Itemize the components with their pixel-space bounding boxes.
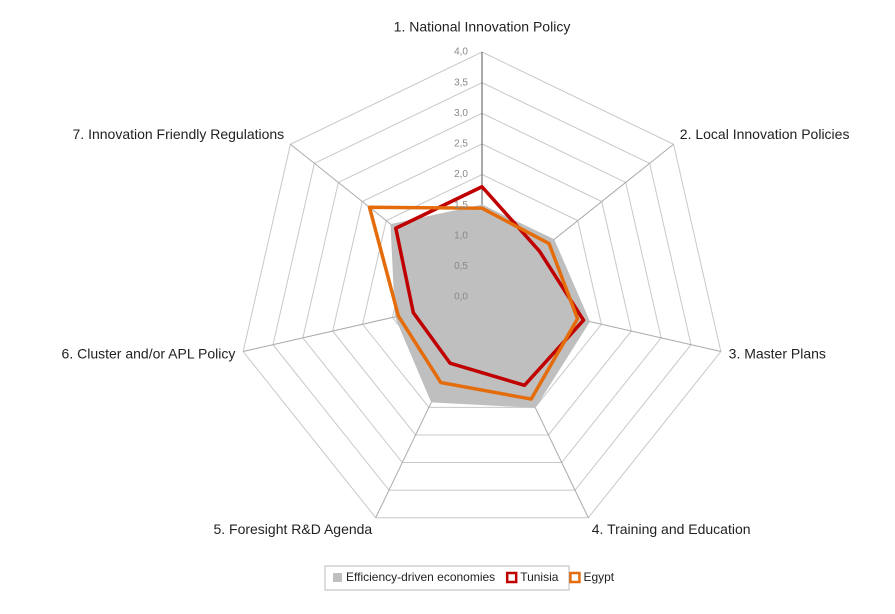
- legend-label: Tunisia: [520, 570, 559, 584]
- axis-label: 7. Innovation Friendly Regulations: [73, 126, 285, 142]
- legend-swatch: [333, 573, 342, 582]
- grid-line: [302, 112, 662, 464]
- legend-swatch: [505, 571, 518, 584]
- axis-label: 1. National Innovation Policy: [394, 19, 571, 35]
- tick-label: 2,0: [454, 169, 468, 180]
- grid-line: [362, 173, 602, 408]
- axis-label: 3. Master Plans: [729, 345, 826, 361]
- tick-label: 4,0: [454, 47, 468, 58]
- axis-label: 5. Foresight R&D Agenda: [213, 521, 372, 537]
- tick-label: 3,0: [454, 108, 468, 119]
- grid-line: [242, 51, 722, 519]
- tick-label: 1,5: [454, 200, 468, 211]
- tick-label: 3,5: [454, 77, 468, 88]
- axis-label: 6. Cluster and/or APL Policy: [62, 345, 236, 361]
- legend-box: [324, 565, 570, 591]
- legend-label: Efficiency-driven economies: [346, 570, 495, 584]
- tick-label: 2,5: [454, 139, 468, 150]
- axis-label: 2. Local Innovation Policies: [680, 126, 850, 142]
- axis-label: 4. Training and Education: [592, 521, 751, 537]
- legend-swatch: [569, 571, 581, 584]
- tick-label: 0,0: [454, 292, 468, 303]
- tick-label: 1,0: [454, 230, 468, 241]
- grid-line: [332, 143, 632, 436]
- line: [394, 185, 586, 388]
- line: [367, 205, 580, 401]
- grid-line: [272, 82, 692, 491]
- area: [390, 204, 590, 408]
- tick-label: 0,5: [454, 261, 468, 272]
- legend-label: Egypt: [583, 570, 614, 584]
